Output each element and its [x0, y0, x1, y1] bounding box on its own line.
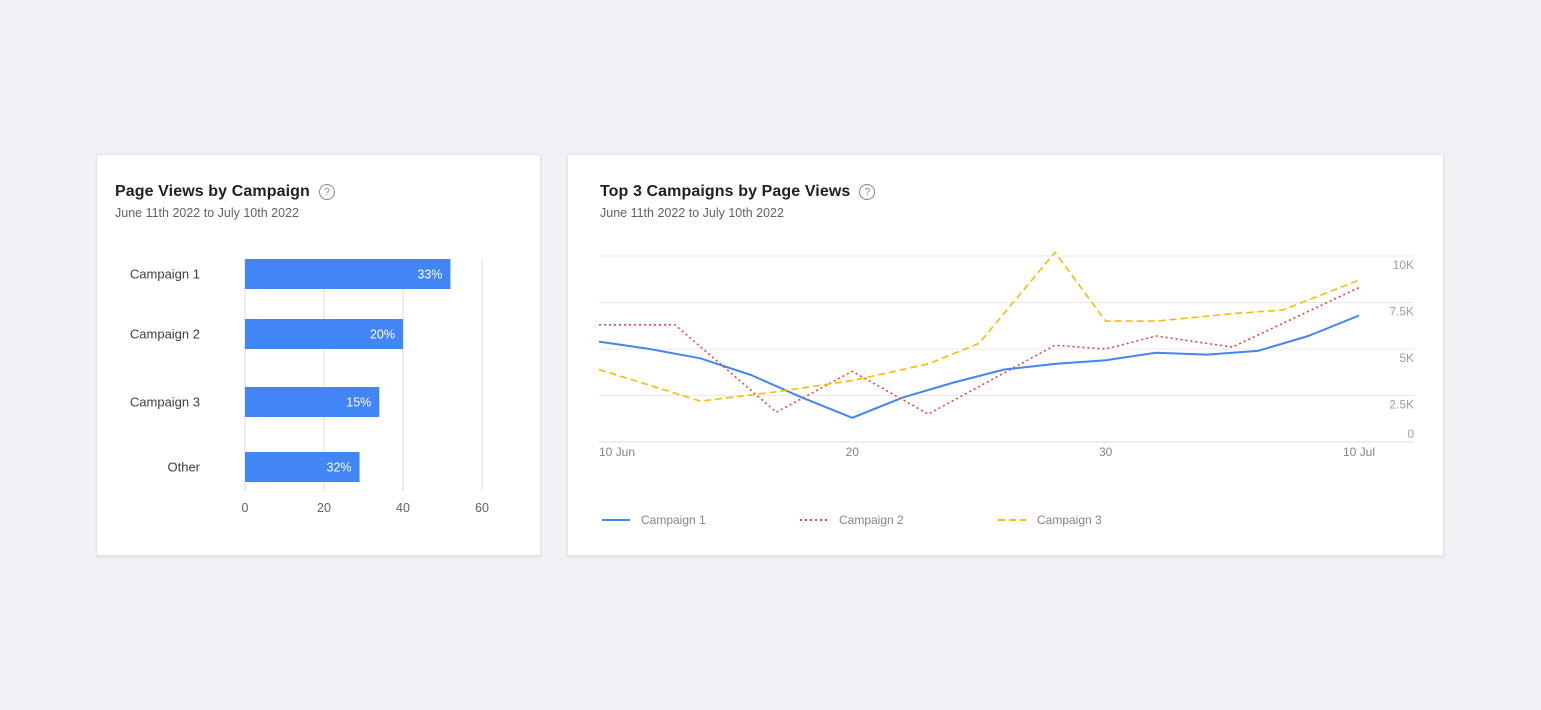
bar-3[interactable] [245, 387, 380, 417]
y-tick-label: 2.5K [1389, 398, 1414, 412]
bar-value-label: 20% [370, 328, 395, 342]
line-chart: 0 2.5K 5K 7.5K 10K 10 Jun 20 30 10 Jul [568, 245, 1445, 465]
x-tick-label: 40 [396, 501, 410, 515]
series-line-1[interactable] [598, 314, 1360, 419]
category-label: Campaign 1 [130, 267, 200, 282]
help-icon[interactable]: ? [318, 184, 335, 200]
category-label: Campaign 3 [130, 395, 200, 410]
bar-1[interactable] [245, 259, 451, 289]
date-range-subtitle: June 11th 2022 to July 10th 2022 [600, 206, 784, 220]
y-tick-label: 5K [1399, 351, 1414, 365]
x-tick-label: 20 [317, 501, 331, 515]
x-tick-label: 10 Jun [599, 445, 635, 459]
card-page-views-by-campaign: Page Views by Campaign ? June 11th 2022 … [96, 154, 541, 556]
legend-label: Campaign 1 [641, 513, 706, 527]
category-label: Other [167, 460, 200, 475]
x-tick-label: 20 [846, 445, 860, 459]
x-tick-label: 60 [475, 501, 489, 515]
x-tick-label: 0 [242, 501, 249, 515]
date-range-subtitle: June 11th 2022 to July 10th 2022 [115, 206, 299, 220]
bar-chart-canvas: 0 20 40 60 Campaign 1 33% Campaign 2 20% Campaig… [130, 259, 489, 515]
line-chart-canvas: 0 2.5K 5K 7.5K 10K 10 Jun 20 30 10 Jul [598, 251, 1414, 459]
legend-line-sample [602, 519, 630, 521]
legend-item-2[interactable]: Campaign 2 [799, 513, 997, 527]
page-title: Top 3 Campaigns by Page Views [600, 183, 851, 200]
card-header: Top 3 Campaigns by Page Views ? June 11t… [600, 183, 876, 220]
help-icon[interactable]: ? [859, 184, 876, 200]
y-tick-label: 10K [1393, 258, 1414, 272]
legend-label: Campaign 2 [839, 513, 904, 527]
x-tick-label: 30 [1099, 445, 1113, 459]
series-line-3[interactable] [598, 251, 1360, 402]
bar-chart: 0 20 40 60 Campaign 1 33% Campaign 2 20% Campaig… [97, 251, 542, 546]
x-tick-label: 10 Jul [1343, 445, 1375, 459]
category-label: Campaign 2 [130, 327, 200, 342]
y-tick-label: 7.5K [1389, 305, 1414, 319]
title-row: Page Views by Campaign ? [115, 183, 335, 201]
page-title: Page Views by Campaign [115, 183, 310, 200]
bar-2[interactable] [245, 319, 403, 349]
chart-legend: Campaign 1 Campaign 2 Campaign 3 [601, 513, 1195, 527]
legend-item-1[interactable]: Campaign 1 [601, 513, 799, 527]
series-line-2[interactable] [599, 286, 1360, 415]
card-top-3-campaigns-by-page-views: Top 3 Campaigns by Page Views ? June 11t… [567, 154, 1444, 556]
y-tick-label: 0 [1407, 427, 1414, 441]
legend-line-sample [998, 519, 1026, 521]
bar-value-label: 33% [417, 268, 442, 282]
bar-value-label: 15% [346, 396, 371, 410]
title-row: Top 3 Campaigns by Page Views ? [600, 183, 876, 201]
bar-4[interactable] [245, 452, 360, 482]
bar-value-label: 32% [327, 461, 352, 475]
legend-label: Campaign 3 [1037, 513, 1102, 527]
card-header: Page Views by Campaign ? June 11th 2022 … [115, 183, 335, 220]
legend-line-sample [800, 519, 828, 521]
legend-item-3[interactable]: Campaign 3 [997, 513, 1195, 527]
